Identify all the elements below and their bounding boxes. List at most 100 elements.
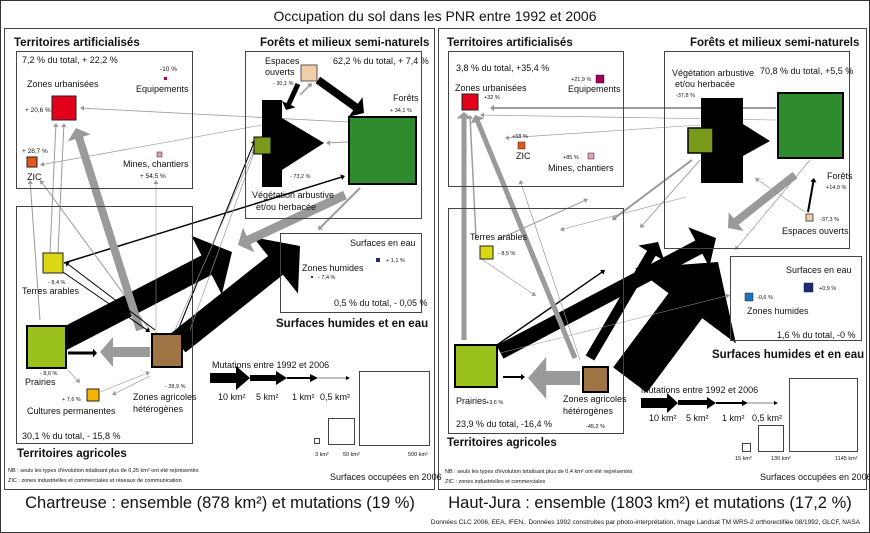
- mines-square: [587, 152, 595, 160]
- gain-flow-arrow: [613, 262, 736, 393]
- loss-flow-arrow: [112, 375, 151, 396]
- eo-square: [805, 213, 814, 222]
- gain-flow-arrow: [281, 83, 301, 110]
- note-nb: NB : seuls les types d'évolution totalis…: [8, 468, 199, 474]
- gain-flow-arrow: [169, 140, 256, 351]
- gain-flow-arrow: [63, 174, 346, 264]
- eo-label-2: ouverts: [265, 67, 295, 77]
- artif-summary: 7,2 % du total, + 22,2 %: [22, 55, 118, 65]
- forets-square: [777, 92, 844, 159]
- eau-pct: + 1,1 %: [386, 258, 405, 264]
- equip-square: [595, 74, 605, 84]
- loss-flow-arrow: [528, 357, 580, 399]
- mines-pct: +85 %: [563, 155, 579, 161]
- loss-flow-arrow: [467, 115, 477, 238]
- note-nb: NB : seuls les types d'évolution totalis…: [445, 469, 633, 475]
- forets-pct: +14,9 %: [826, 185, 846, 191]
- forest-title: Forêts et milieux semi-naturels: [690, 37, 859, 49]
- zh-label: Zones humides: [747, 306, 809, 316]
- eau-label: Surfaces en eau: [786, 265, 852, 275]
- loss-flow-arrow: [480, 112, 776, 121]
- equip-pct: -10 %: [160, 66, 177, 73]
- forets-square: [348, 116, 417, 185]
- water-title: Surfaces humides et en eau: [712, 349, 864, 361]
- loss-flow-arrow: [67, 128, 144, 332]
- note-zic: ZIC : zones industrielles et commerciale…: [8, 478, 182, 484]
- loss-flow-arrow: [100, 337, 150, 367]
- flow-arrows: [27, 76, 817, 399]
- equip-square: [164, 77, 167, 80]
- gain-flow-arrow: [315, 76, 364, 117]
- forets-label: Forêts: [393, 93, 419, 103]
- water-box: [280, 233, 422, 313]
- loss-flow-arrow: [40, 180, 151, 331]
- main-title: Occupation du sol dans les PNR entre 199…: [274, 8, 597, 24]
- gain-flow-arrow: [65, 262, 156, 331]
- legend-sq-title: Surfaces occupées en 2006: [330, 472, 442, 482]
- loss-flow-arrow: [99, 371, 150, 393]
- cp-label: Cultures permanentes: [27, 406, 116, 416]
- loss-flow-arrow: [57, 123, 67, 253]
- loss-flow-arrow: [49, 123, 59, 253]
- loss-flow-arrow: [499, 293, 730, 354]
- agri-summary: 30,1 % du total, - 15,8 %: [22, 431, 121, 441]
- ta-label: Terres arables: [22, 286, 80, 296]
- za-label: Zones agricoles: [133, 392, 197, 402]
- eo-pct: -37,3 %: [820, 217, 839, 223]
- loss-flow-arrow: [470, 115, 578, 359]
- loss-flow-arrow: [153, 180, 159, 335]
- loss-flow-arrow: [456, 112, 472, 340]
- hautjura-panel: [438, 28, 867, 490]
- gain-flow-arrow: [496, 269, 605, 346]
- loss-flow-arrow: [299, 83, 312, 96]
- legend-arrows: [210, 366, 350, 390]
- veg-loss-shape: [701, 98, 770, 183]
- legend-square-large: [359, 371, 430, 446]
- legend-05: 0,5 km²: [752, 413, 782, 423]
- veg-pct: - 73,2 %: [290, 174, 311, 180]
- gain-flow-arrow: [807, 178, 817, 213]
- legend-sq-2: 50 km²: [343, 452, 360, 458]
- loss-flow-arrow: [67, 369, 80, 383]
- forest-box: [245, 51, 422, 219]
- pr-pct: +3,6 %: [486, 400, 503, 406]
- legend-square-medium: [758, 425, 784, 452]
- zh-square: [744, 292, 754, 302]
- loss-flow-arrow: [174, 148, 256, 331]
- equip-pct: +21,9 %: [571, 77, 591, 83]
- legend-sq-2: 130 km²: [771, 456, 791, 462]
- za-label-2: hétérogènes: [563, 406, 614, 416]
- loss-flow-arrow: [238, 190, 347, 253]
- cp-square: [86, 388, 100, 402]
- legend-title: Mutations entre 1992 et 2006: [641, 385, 758, 395]
- pr-label: Prairies: [456, 396, 487, 406]
- gain-flow-arrow: [503, 373, 525, 381]
- pr-square: [26, 325, 67, 369]
- water-box: [730, 256, 862, 341]
- equip-label: Equipements: [136, 84, 189, 94]
- eau-square: [376, 258, 380, 262]
- artif-box: [16, 51, 193, 189]
- zic-square: [26, 156, 38, 168]
- agri-title: Territoires agricoles: [17, 448, 127, 460]
- ta-pct: - 8,5 %: [498, 251, 516, 257]
- loss-flow-arrow: [490, 104, 776, 112]
- urb-label: Zones urbanisées: [27, 79, 99, 89]
- eau-square: [803, 282, 814, 293]
- zh-pct: - 7,4 %: [318, 275, 336, 281]
- zic-label: ZIC: [516, 151, 531, 161]
- legend-10: 10 km²: [218, 392, 246, 402]
- legend-10: 10 km²: [649, 413, 677, 423]
- legend-square-medium: [328, 418, 355, 445]
- urb-label: Zones urbanisées: [455, 83, 527, 93]
- ta-square: [42, 252, 64, 274]
- loss-flow-arrow: [560, 196, 687, 232]
- zh-pct: -0,6 %: [757, 295, 773, 301]
- urb-pct: + 20,6 %: [25, 107, 51, 114]
- zh-square: [311, 276, 313, 278]
- legend-arrows: [641, 393, 778, 413]
- zh-label: Zones humides: [302, 263, 364, 273]
- forest-summary: 62,2 % du total, + 7,4 %: [333, 56, 429, 66]
- artif-summary: 3,8 % du total, +35,4 %: [456, 63, 549, 73]
- water-summary: 1,6 % du total, -0 %: [777, 330, 856, 340]
